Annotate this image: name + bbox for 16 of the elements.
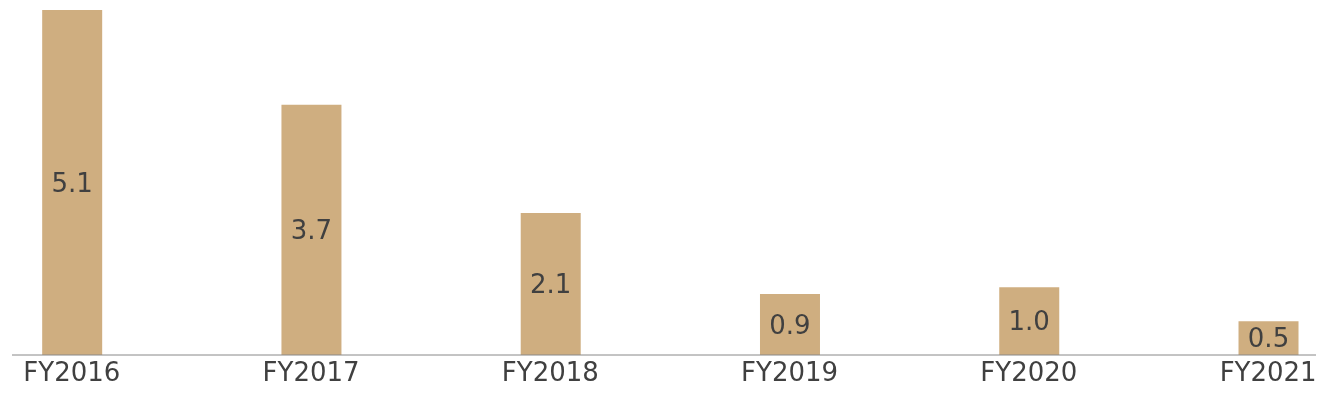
x-tick-label: FY2021 [1219,357,1317,388]
data-label: 2.1 [530,269,572,300]
x-tick-label: FY2017 [262,357,360,388]
data-label: 1.0 [1008,306,1050,337]
bar [42,10,103,355]
x-tick-label: FY2016 [23,357,121,388]
data-label: 0.9 [769,309,811,340]
data-label: 3.7 [290,215,333,246]
bar [520,212,581,355]
bar [999,287,1060,355]
x-tick-label: FY2019 [741,357,839,388]
x-tick-label: FY2020 [980,357,1078,388]
bar [281,104,342,355]
data-label: 5.1 [51,167,93,198]
x-tick-label: FY2018 [501,357,599,388]
data-label: 0.5 [1247,323,1290,354]
